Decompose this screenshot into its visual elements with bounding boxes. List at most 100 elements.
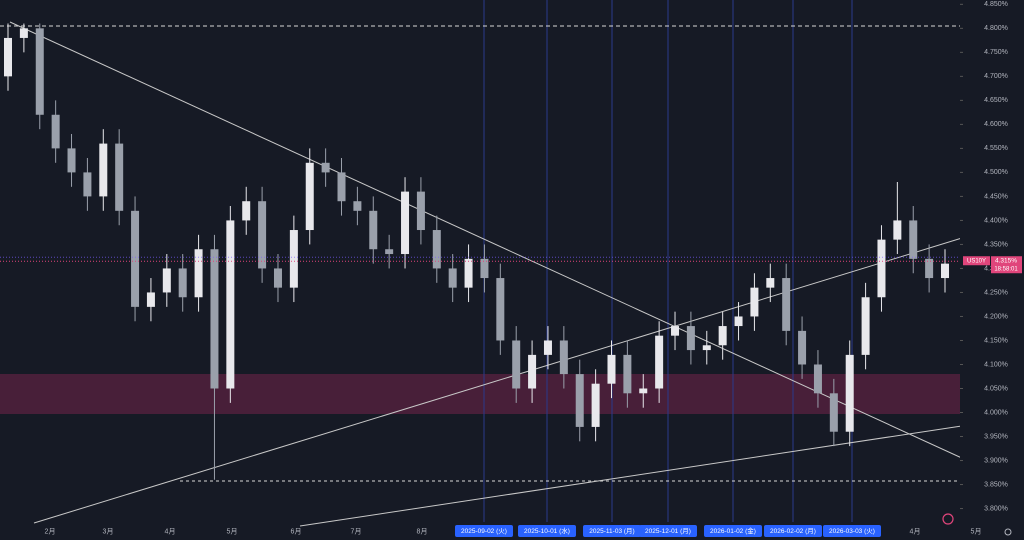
candle-body [925,258,934,279]
x-tick-label: 4月 [165,527,176,535]
candle-body [178,268,187,298]
candle-body [480,258,489,279]
y-tick-label: 3.950% [984,433,1008,440]
date-box [455,525,513,537]
x-tick-label: 6月 [291,527,302,535]
y-tick-label: 4.600% [984,121,1008,128]
x-tick-label: 4月 [910,527,921,535]
candle-body [35,28,44,115]
symbol-label: US10Y [967,258,986,264]
countdown: 18:58:01 [994,266,1018,272]
x-tick-label: 2025-09-02 (火) [461,528,507,535]
date-box [704,525,762,537]
y-tick-label: 4.700% [984,73,1008,80]
x-tick-label: 3月 [103,527,114,535]
candle-body [448,268,457,288]
price-box [991,256,1022,274]
y-tick-label: 3.800% [984,505,1008,512]
candle-body [4,37,12,77]
candle-body [798,330,807,365]
date-box [639,525,697,537]
candle-body [941,263,949,279]
y-tick-label: 4.500% [984,169,1008,176]
x-tick-label: 2026-01-02 (金) [710,526,756,535]
date-box [518,525,576,537]
x-tick-label: 2025-10-01 (水) [524,526,570,535]
candle-body [559,340,568,375]
candle-body [416,191,425,231]
y-tick-label: 4.650% [984,97,1008,104]
candle-body [877,239,886,298]
candle-body [718,326,727,346]
x-tick-label: 5月 [227,527,238,535]
x-tick-label: 2月 [45,527,56,535]
candle-body [369,210,378,250]
candle-body [528,354,537,389]
candle-body [766,278,775,288]
candle-body [210,249,219,389]
candle-body [19,28,28,38]
candle-body [782,278,791,331]
x-tick-label: 5月 [971,527,982,535]
candle-body [337,172,346,202]
x-tick-label: 2026-03-03 (火) [829,528,875,535]
candle-body [813,364,822,394]
x-tick-label: 2026-02-02 (月) [770,527,816,535]
y-tick-label: 4.200% [984,313,1008,320]
x-tick-label: 8月 [417,527,428,535]
candle-body [146,292,155,307]
candle-body [607,354,616,384]
settings-icon[interactable] [1004,528,1012,536]
candles [4,23,949,480]
candle-body [686,326,695,351]
y-tick-label: 4.350% [984,241,1008,248]
y-tick-label: 4.800% [984,25,1008,32]
candle-body [131,210,140,307]
date-box [583,525,641,537]
candle-body [845,354,854,432]
candle-body [258,201,267,269]
candle-body [289,230,298,288]
candle-body [226,220,235,389]
candle-body [512,340,521,389]
candle-body [51,114,60,149]
y-tick-label: 3.850% [984,481,1008,488]
date-box [823,525,881,537]
candle-body [702,345,711,351]
candle-body [401,191,410,255]
icon[interactable] [942,513,954,525]
candle-body [671,326,680,336]
candle-body [655,335,664,389]
trend-line [9,21,989,471]
symbol-box [963,256,990,266]
y-tick-label: 4.750% [984,49,1008,56]
x-tick-label: 2025-12-01 (月) [645,527,691,535]
candle-body [242,201,251,221]
candle-body [829,393,838,432]
candle-body [162,268,171,293]
y-tick-label: 4.400% [984,217,1008,224]
y-tick-label: 4.000% [984,409,1008,416]
candle-body [432,230,441,269]
candle-body [99,143,108,197]
candle-body [273,268,282,288]
y-tick-label: 4.450% [984,193,1008,200]
candle-body [575,374,584,427]
date-box [764,525,822,537]
candle-body [353,201,362,211]
candle-body [464,258,473,288]
candle-body [83,172,92,197]
y-tick-label: 4.550% [984,145,1008,152]
candle-body [734,316,743,327]
candle-body [591,383,600,427]
candle-body [385,249,394,255]
y-tick-label: 3.900% [984,457,1008,464]
candle-body [893,220,902,240]
candle-body [639,388,648,394]
candle-body [861,297,870,355]
candle-body [67,148,76,173]
x-tick-label: 7月 [351,527,362,535]
y-tick-label: 4.250% [984,289,1008,296]
